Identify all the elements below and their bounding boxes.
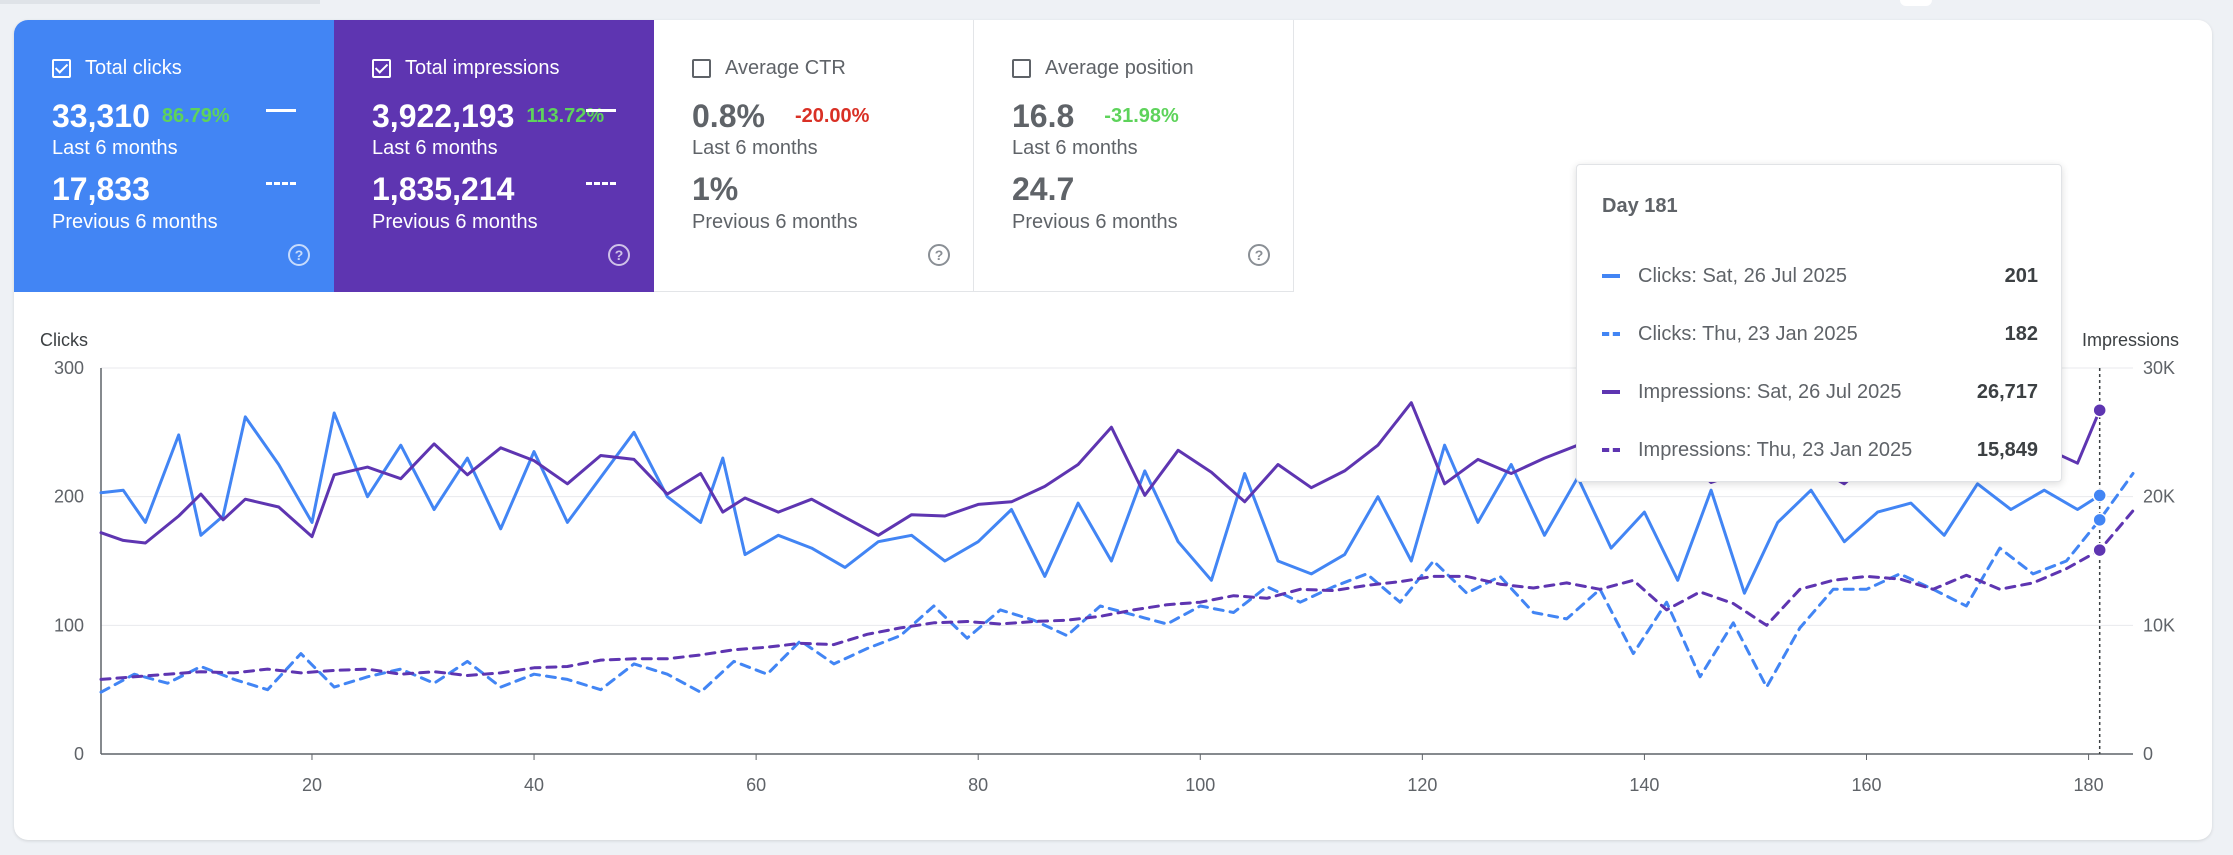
checkbox-icon[interactable]: [1012, 59, 1031, 78]
metric-period-current: Last 6 months: [692, 137, 818, 159]
x-tick-label: 140: [1629, 775, 1659, 795]
x-tick-label: 180: [2074, 775, 2104, 795]
top-bar-remnant: [0, 0, 320, 4]
metric-value-current-text: 33,310: [52, 98, 150, 134]
top-bar-button[interactable]: [1900, 0, 1932, 6]
metric-average-ctr[interactable]: Average CTR 0.8% -20.00% Last 6 months 1%…: [654, 20, 974, 292]
hover-point: [2092, 402, 2107, 418]
tooltip-row: Clicks: Thu, 23 Jan 2025 182: [1602, 319, 2038, 349]
series-line-clicks-last-6-months: [99, 411, 2102, 595]
metric-period-previous: Previous 6 months: [1012, 211, 1178, 233]
right-tick-label: 10K: [2143, 615, 2175, 635]
left-tick-label: 300: [54, 358, 84, 378]
metric-period-previous: Previous 6 months: [52, 211, 218, 233]
metric-period-previous: Previous 6 months: [692, 211, 858, 233]
legend-dashed-line: [266, 182, 296, 185]
metric-delta: 113.72%: [526, 105, 605, 127]
metric-period-current: Last 6 months: [1012, 137, 1138, 159]
checkbox-icon[interactable]: [692, 59, 711, 78]
metric-label: Average CTR: [725, 57, 846, 79]
metric-header: Total impressions: [372, 57, 560, 80]
metric-label: Total impressions: [405, 57, 560, 79]
metric-period-current: Last 6 months: [52, 137, 178, 159]
left-tick-label: 0: [74, 744, 84, 764]
metric-value-current-text: 0.8%: [692, 98, 765, 134]
metric-header: Total clicks: [52, 57, 182, 80]
metric-value-current: 33,310 86.79%: [52, 98, 230, 135]
dashed-line-icon: [1602, 332, 1620, 336]
solid-line-icon: [1602, 390, 1620, 394]
checkbox-icon[interactable]: [52, 59, 71, 78]
metric-total-clicks[interactable]: Total clicks 33,310 86.79% Last 6 months …: [14, 20, 334, 292]
tooltip-row: Impressions: Thu, 23 Jan 2025 15,849: [1602, 435, 2038, 465]
dashed-line-icon: [1602, 448, 1620, 452]
metric-delta: 86.79%: [161, 105, 230, 127]
hover-point: [2092, 512, 2107, 528]
tooltip-row-value: 201: [2004, 264, 2038, 287]
x-tick-label: 120: [1407, 775, 1437, 795]
tooltip-row-label: Clicks: Sat, 26 Jul 2025: [1638, 264, 1847, 287]
metric-value-current-text: 3,922,193: [372, 98, 515, 134]
tooltip-row: Clicks: Sat, 26 Jul 2025 201: [1602, 261, 2038, 291]
x-tick-label: 20: [302, 775, 322, 795]
right-axis-title: Impressions: [2082, 330, 2180, 350]
metric-header: Average position: [1012, 57, 1194, 80]
checkbox-icon[interactable]: [372, 59, 391, 78]
right-tick-label: 20K: [2143, 487, 2175, 507]
tooltip-row-value: 182: [2004, 322, 2038, 345]
tooltip-title: Day 181: [1602, 195, 1678, 217]
legend-solid-line: [586, 109, 616, 112]
right-tick-label: 0: [2143, 744, 2153, 764]
help-circle-icon[interactable]: ?: [928, 244, 950, 266]
x-tick-label: 80: [968, 775, 988, 795]
metric-value-current: 16.8 -31.98%: [1012, 98, 1179, 135]
metric-delta: -20.00%: [794, 105, 870, 127]
help-circle-icon[interactable]: ?: [288, 244, 310, 266]
tooltip-row-label: Impressions: Thu, 23 Jan 2025: [1638, 438, 1913, 461]
hover-point: [2092, 542, 2107, 558]
metric-total-impressions[interactable]: Total impressions 3,922,193 113.72% Last …: [334, 20, 654, 292]
metric-label: Average position: [1045, 57, 1194, 79]
metric-value-current: 3,922,193 113.72%: [372, 98, 604, 135]
metric-value-previous: 17,833: [52, 171, 150, 207]
tooltip-row-value: 26,717: [1976, 380, 2038, 403]
hover-point: [2092, 488, 2107, 503]
solid-line-icon: [1602, 274, 1620, 278]
metric-label: Total clicks: [85, 57, 182, 79]
legend-solid-line: [266, 109, 296, 112]
x-tick-label: 160: [1851, 775, 1881, 795]
help-circle-icon[interactable]: ?: [1248, 244, 1270, 266]
series-line-impressions-previous-6-months: [99, 509, 2135, 681]
help-circle-icon[interactable]: ?: [608, 244, 630, 266]
x-tick-label: 60: [746, 775, 766, 795]
right-tick-label: 30K: [2143, 358, 2175, 378]
metric-value-current: 0.8% -20.00%: [692, 98, 869, 135]
metric-value-previous: 24.7: [1012, 171, 1075, 207]
metric-period-previous: Previous 6 months: [372, 211, 538, 233]
x-tick-label: 40: [524, 775, 544, 795]
metric-header: Average CTR: [692, 57, 846, 80]
series-line-clicks-previous-6-months: [99, 472, 2135, 694]
tooltip-row-label: Impressions: Sat, 26 Jul 2025: [1638, 380, 1902, 403]
tooltip-row: Impressions: Sat, 26 Jul 2025 26,717: [1602, 377, 2038, 407]
metric-value-current-text: 16.8: [1012, 98, 1075, 134]
metric-period-current: Last 6 months: [372, 137, 498, 159]
x-tick-label: 100: [1185, 775, 1215, 795]
chart-tooltip: Day 181 Clicks: Sat, 26 Jul 2025 201 Cli…: [1576, 164, 2062, 482]
metric-average-position[interactable]: Average position 16.8 -31.98% Last 6 mont…: [974, 20, 1294, 292]
left-tick-label: 100: [54, 615, 84, 635]
left-tick-label: 200: [54, 487, 84, 507]
metric-value-previous: 1,835,214: [372, 171, 515, 207]
metric-value-previous: 1%: [692, 171, 739, 207]
metric-delta: -31.98%: [1104, 105, 1179, 127]
tooltip-row-label: Clicks: Thu, 23 Jan 2025: [1638, 322, 1858, 345]
tooltip-row-value: 15,849: [1976, 438, 2038, 461]
left-axis-title: Clicks: [40, 330, 88, 350]
legend-dashed-line: [586, 182, 616, 185]
